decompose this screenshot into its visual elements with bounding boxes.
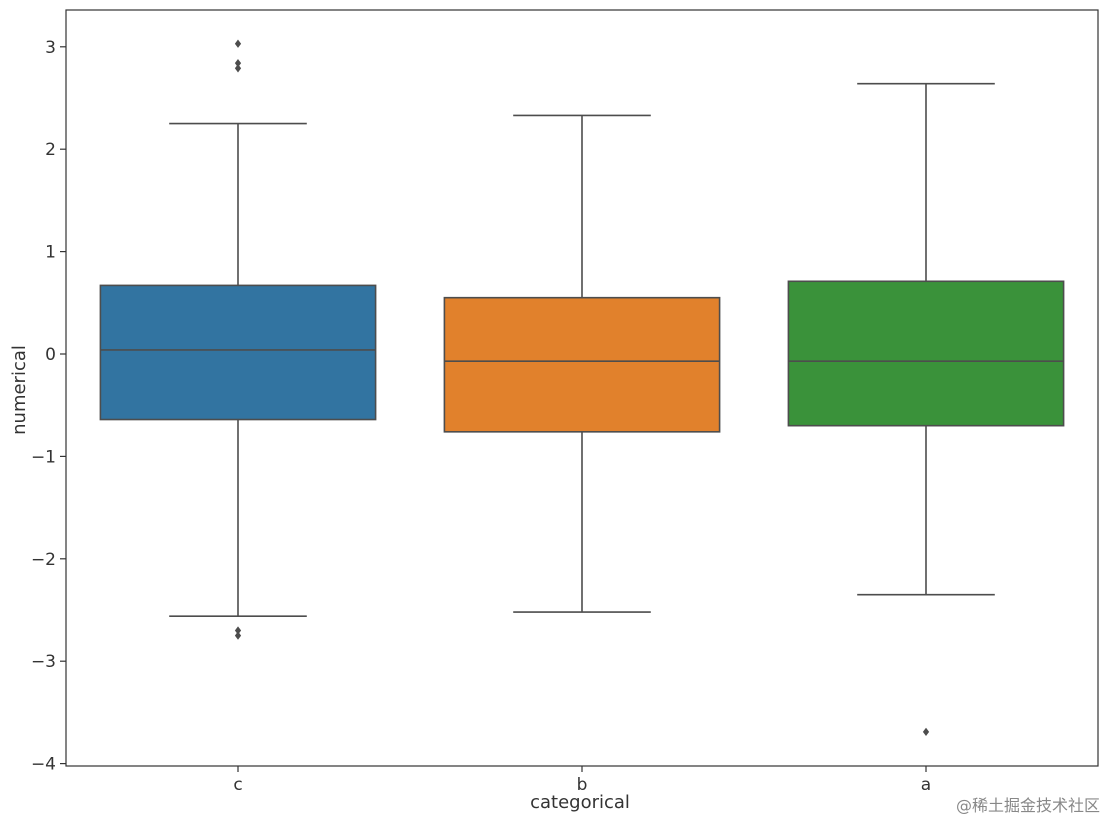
box-c <box>99 39 377 640</box>
outlier-point <box>234 39 242 48</box>
y-tick-label: −2 <box>31 550 56 570</box>
y-tick-label: −3 <box>31 652 56 672</box>
box-iqr <box>99 284 377 421</box>
box-b <box>443 114 721 613</box>
y-tick-label: 2 <box>45 140 56 160</box>
y-tick-label: 3 <box>45 38 56 58</box>
y-tick-label: 1 <box>45 243 56 263</box>
x-tick-label: c <box>233 775 242 795</box>
y-axis-title: numerical <box>9 345 30 435</box>
outlier-point <box>234 64 242 73</box>
x-tick-label: b <box>577 775 588 795</box>
box-a <box>787 82 1065 737</box>
y-axis: 3 2 1 0 −1 −2 −3 −4 <box>31 38 66 775</box>
box-series <box>99 39 1065 737</box>
y-tick-label: −1 <box>31 447 56 467</box>
outlier-point <box>922 727 930 737</box>
box-iqr <box>787 280 1065 427</box>
x-tick-label: a <box>921 775 931 795</box>
outlier-point <box>234 631 242 640</box>
x-axis-title: categorical <box>530 792 630 813</box>
y-tick-label: 0 <box>45 345 56 365</box>
y-tick-label: −4 <box>31 755 56 775</box>
box-iqr <box>443 296 721 433</box>
watermark-text: @稀土掘金技术社区 <box>955 796 1100 815</box>
